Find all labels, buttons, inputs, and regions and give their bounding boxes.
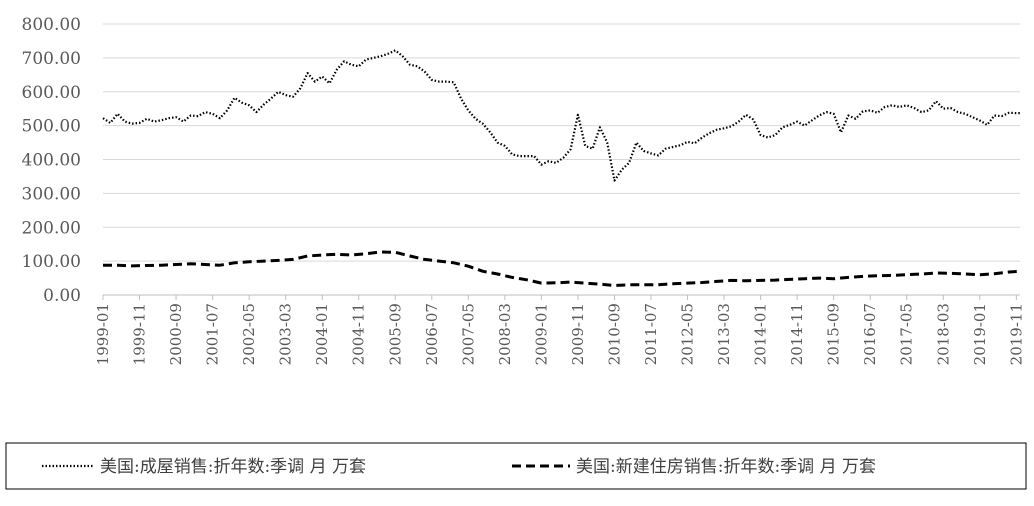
x-tick-label: 2004-11 xyxy=(350,303,368,365)
x-tick-label: 2012-05 xyxy=(679,303,697,365)
x-tick-label: 2018-03 xyxy=(934,303,952,365)
x-tick-label: 2009-11 xyxy=(569,303,587,365)
x-tick-label: 2001-07 xyxy=(204,303,222,365)
x-tick-label: 2013-03 xyxy=(715,303,733,365)
x-tick-label: 2007-05 xyxy=(459,303,477,365)
series-lines xyxy=(102,49,1021,287)
gridlines xyxy=(103,23,1020,262)
x-tick-label: 2011-07 xyxy=(642,303,660,365)
y-tick-label: 500.00 xyxy=(22,117,81,137)
legend-label-new-home-sales: 美国:新建住房销售:折年数:季调 月 万套 xyxy=(576,457,876,477)
y-tick-label: 400.00 xyxy=(22,151,81,171)
y-tick-label: 300.00 xyxy=(22,184,81,204)
x-tick-label: 2016-07 xyxy=(861,303,879,365)
x-tick-label: 1999-11 xyxy=(131,303,149,365)
x-tick-label: 2019-01 xyxy=(971,303,989,365)
y-tick-label: 0.00 xyxy=(43,286,81,306)
x-tick-label: 2017-05 xyxy=(898,303,916,365)
x-tick-label: 2014-11 xyxy=(788,303,806,365)
x-tick-label: 2015-09 xyxy=(825,303,843,365)
x-tick-label: 2000-09 xyxy=(167,303,185,365)
x-tick-label: 2014-01 xyxy=(752,303,770,365)
y-tick-label: 100.00 xyxy=(22,252,81,272)
x-tick-label: 2005-09 xyxy=(386,303,404,365)
legend: 美国:成屋销售:折年数:季调 月 万套 美国:新建住房销售:折年数:季调 月 万… xyxy=(5,442,1027,490)
x-tick-label: 2004-01 xyxy=(313,303,331,365)
x-tick-label: 2008-03 xyxy=(496,303,514,365)
x-tick-label: 2010-09 xyxy=(605,303,623,365)
legend-label-existing-home-sales: 美国:成屋销售:折年数:季调 月 万套 xyxy=(100,457,366,477)
y-tick-label: 600.00 xyxy=(22,83,81,103)
series-line-new-home-sales xyxy=(103,250,1021,287)
x-tick-label: 1999-01 xyxy=(94,303,112,365)
y-axis-tick-labels: 0.00 100.00 200.00 300.00 400.00 500.00 600.00… xyxy=(22,15,81,306)
y-tick-label: 700.00 xyxy=(22,49,81,69)
y-tick-label: 200.00 xyxy=(22,218,81,238)
x-tick-label: 2002-05 xyxy=(240,303,258,365)
x-tick-label: 2019-11 xyxy=(1007,303,1025,365)
x-tick-label: 2003-03 xyxy=(277,303,295,365)
x-tick-label: 2009-01 xyxy=(532,303,550,365)
y-tick-label: 800.00 xyxy=(22,15,81,35)
x-axis: 1999-01 1999-11 2000-09 2001-07 2002-05 2003-… xyxy=(94,294,1025,365)
x-tick-label: 2006-07 xyxy=(423,303,441,365)
series-line-existing-home-sales xyxy=(102,49,1020,182)
